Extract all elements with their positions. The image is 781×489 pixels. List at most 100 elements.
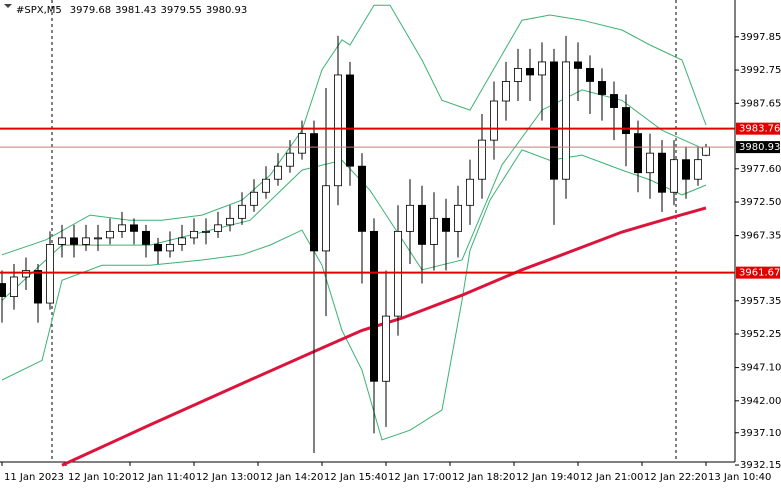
candle-body (249, 191, 258, 206)
x-tick-label: 12 Jan 19:40 (516, 472, 579, 483)
candle-body (177, 237, 186, 245)
candle-body (465, 178, 474, 206)
candle-body (261, 178, 270, 193)
symbol-icon (4, 4, 12, 8)
y-tick-label: 3997.85 (740, 32, 781, 43)
x-tick-label: 12 Jan 21:00 (580, 472, 643, 483)
candle-body (417, 204, 426, 245)
header-value: 3979.68 (70, 5, 111, 16)
chart-title: #SPX,M5 (16, 5, 62, 16)
candle-body (586, 68, 595, 82)
candle-body (153, 244, 162, 252)
candle-body (189, 230, 198, 239)
candle-body (141, 230, 150, 245)
candle-body (405, 204, 414, 232)
candle-body (118, 224, 127, 232)
x-tick-label: 12 Jan 17:00 (388, 472, 451, 483)
candle-body (225, 217, 234, 226)
y-tick-label: 3947.10 (740, 363, 781, 374)
candle-body (381, 315, 390, 382)
x-tick-label: 12 Jan 18:20 (452, 472, 515, 483)
candle-body (429, 217, 438, 245)
price-tag (736, 266, 780, 279)
candle-body (694, 159, 703, 180)
y-tick-label: 3932.15 (740, 460, 781, 471)
candle-body (285, 152, 294, 167)
candle-body (321, 185, 330, 252)
candle-body (357, 165, 366, 232)
candle-body (702, 146, 711, 156)
candle-body (610, 94, 619, 108)
candle-body (658, 152, 667, 193)
candle-body (393, 230, 402, 317)
price-tag-label: 3961.67 (739, 268, 780, 279)
candle-body (514, 68, 523, 82)
candle-body (526, 68, 535, 76)
candle-body (333, 74, 342, 187)
x-tick-label: 12 Jan 14:20 (260, 472, 323, 483)
indicator-line (61, 206, 707, 467)
x-tick-label: 12 Jan 11:40 (132, 472, 195, 483)
x-tick-label: 11 Jan 2023 (4, 472, 64, 483)
candle-body (682, 159, 691, 180)
candle-body (309, 133, 318, 252)
candle-body (106, 230, 115, 239)
candle-body (345, 74, 354, 167)
y-tick-label: 3992.75 (740, 65, 781, 76)
x-tick-label: 12 Jan 13:00 (196, 472, 259, 483)
candle-body (550, 61, 559, 180)
header-value: 3981.43 (115, 5, 156, 16)
candle-body (165, 244, 174, 252)
candle-body (670, 159, 679, 193)
candle-body (622, 107, 631, 135)
candle-body (94, 237, 103, 240)
y-tick-label: 3957.35 (740, 296, 781, 307)
candle-body (9, 276, 18, 297)
candle-body (538, 61, 547, 76)
candle-body (58, 237, 67, 245)
x-tick-label: 12 Jan 10:20 (68, 472, 131, 483)
candle-body (489, 100, 498, 141)
candle-body (0, 283, 6, 297)
indicator-line (1, 149, 707, 441)
candle-body (441, 217, 450, 232)
candle-body (21, 270, 30, 278)
candle-body (46, 244, 55, 304)
candle-body (213, 224, 222, 232)
price-tag-label: 3980.93 (739, 142, 780, 153)
price-tag-label: 3983.76 (739, 124, 780, 135)
y-tick-label: 3937.10 (740, 428, 781, 439)
candle-body (598, 81, 607, 95)
candle-body (34, 270, 43, 304)
candle-body (477, 139, 486, 180)
header-value: 3980.93 (206, 5, 247, 16)
candle-body (646, 152, 655, 174)
candle-body (273, 165, 282, 180)
candle-body (453, 204, 462, 232)
candle-body (501, 81, 510, 102)
x-tick-label: 12 Jan 22:20 (644, 472, 707, 483)
candle-body (634, 133, 643, 174)
candle-body (562, 61, 571, 180)
x-tick-label: 13 Jan 10:40 (708, 472, 771, 483)
candle-body (574, 61, 583, 69)
y-tick-label: 3942.00 (740, 396, 781, 407)
y-tick-label: 3952.25 (740, 329, 781, 340)
candle-body (129, 224, 138, 232)
y-tick-label: 3977.60 (740, 164, 781, 175)
candle-body (201, 230, 210, 233)
y-tick-label: 3972.50 (740, 197, 781, 208)
x-tick-label: 12 Jan 15:40 (324, 472, 387, 483)
candle-body (70, 237, 79, 245)
candle-body (369, 230, 378, 382)
y-tick-label: 3987.65 (740, 98, 781, 109)
candle-body (297, 133, 306, 154)
price-tag (736, 141, 780, 154)
price-tag (736, 122, 780, 135)
y-tick-label: 3967.35 (740, 231, 781, 242)
candle-body (82, 237, 91, 245)
header-value: 3979.55 (161, 5, 202, 16)
